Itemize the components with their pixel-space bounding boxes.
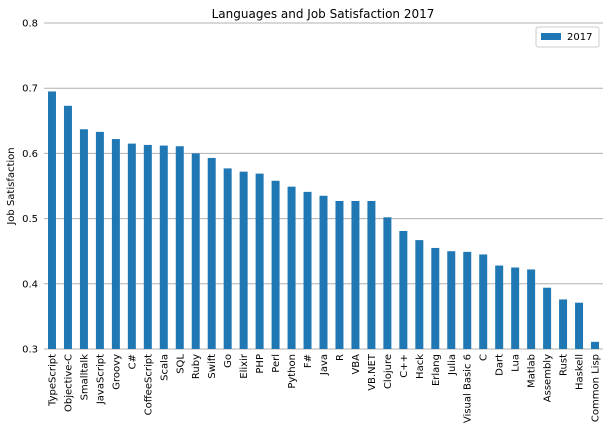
bar — [255, 173, 264, 349]
legend-box — [535, 26, 600, 48]
x-tick-label: Objective-C — [63, 354, 74, 412]
bar — [223, 168, 232, 349]
x-tick-label: Dart — [495, 354, 506, 376]
x-tick-label: PHP — [255, 354, 266, 374]
bar — [319, 195, 328, 349]
x-tick-label: VBA — [351, 354, 362, 375]
bar — [159, 145, 168, 349]
bar — [351, 200, 360, 349]
bar — [127, 143, 136, 349]
y-tick-label: 0.3 — [22, 345, 38, 356]
bar — [191, 153, 200, 349]
bar — [239, 171, 248, 349]
x-tick-label: Clojure — [383, 354, 394, 389]
x-tick-labels: TypeScript Objective-C Smalltalk JavaScript… — [47, 353, 601, 423]
x-tick-label: Elixir — [239, 353, 250, 379]
x-tick-label: Smalltalk — [79, 354, 90, 401]
x-tick-label: Scala — [159, 354, 170, 381]
y-axis-label: Job Satisfaction — [6, 147, 17, 225]
x-tick-label: Haskell — [575, 354, 586, 390]
bar — [559, 299, 568, 349]
x-tick-label: Matlab — [527, 354, 538, 388]
bar — [111, 139, 120, 349]
x-tick-label: Swift — [207, 354, 218, 379]
legend-label: 2017 — [567, 32, 592, 43]
bar — [303, 191, 312, 349]
bar — [63, 105, 72, 349]
x-tick-label: Ruby — [191, 354, 202, 379]
bar — [143, 144, 152, 349]
bars — [47, 91, 600, 350]
bar — [287, 186, 296, 349]
bar — [47, 91, 56, 350]
x-tick-label: Visual Basic 6 — [463, 354, 474, 423]
x-tick-label: Hack — [415, 354, 426, 379]
bar — [175, 146, 184, 349]
y-tick-labels: 0.3 0.4 0.5 0.6 0.7 0.8 — [22, 19, 38, 356]
x-tick-label: Perl — [271, 354, 282, 373]
bar — [431, 247, 440, 349]
bar — [95, 131, 104, 349]
bar — [335, 200, 344, 349]
y-tick-label: 0.6 — [22, 149, 38, 160]
bar — [543, 287, 552, 349]
bar — [415, 240, 424, 349]
x-tick-label: Assembly — [543, 354, 554, 402]
bar — [463, 251, 472, 349]
y-tick-label: 0.8 — [22, 19, 38, 30]
x-tick-label: Python — [287, 354, 298, 389]
x-tick-label: C# — [127, 354, 138, 369]
bar — [367, 200, 376, 349]
x-tick-label: Groovy — [111, 354, 122, 390]
bar — [79, 129, 88, 349]
bar — [207, 157, 216, 349]
bar — [495, 265, 504, 349]
y-tick-label: 0.7 — [22, 84, 38, 95]
bar — [383, 217, 392, 349]
x-tick-label: Java — [319, 354, 330, 376]
x-tick-label: Common Lisp — [591, 354, 602, 422]
bar — [511, 267, 520, 349]
x-tick-label: Rust — [559, 354, 570, 376]
x-tick-label: VB.NET — [367, 353, 378, 391]
x-tick-label: Julia — [447, 354, 458, 376]
bar — [591, 341, 600, 349]
x-tick-label: F# — [303, 354, 314, 368]
bar — [399, 230, 408, 349]
x-tick-label: R — [335, 354, 346, 361]
chart-title: Languages and Job Satisfaction 2017 — [212, 7, 435, 21]
bar — [447, 251, 456, 349]
x-tick-label: Erlang — [431, 354, 442, 386]
x-tick-label: Lua — [511, 354, 522, 372]
x-tick-label: C — [479, 354, 490, 361]
y-tick-label: 0.5 — [22, 214, 38, 225]
bar — [271, 180, 280, 349]
bar — [575, 302, 584, 349]
x-tick-label: CoffeeScript — [143, 354, 154, 415]
legend: 2017 — [535, 26, 600, 48]
x-tick-label: TypeScript — [47, 354, 58, 407]
bar — [479, 254, 488, 349]
bar — [527, 269, 536, 349]
x-tick-label: Go — [223, 354, 234, 368]
x-tick-label: JavaScript — [95, 354, 106, 405]
x-tick-label: C++ — [399, 354, 410, 378]
x-tick-label: SQL — [175, 354, 186, 374]
legend-swatch — [541, 33, 561, 40]
y-tick-label: 0.4 — [22, 279, 38, 290]
